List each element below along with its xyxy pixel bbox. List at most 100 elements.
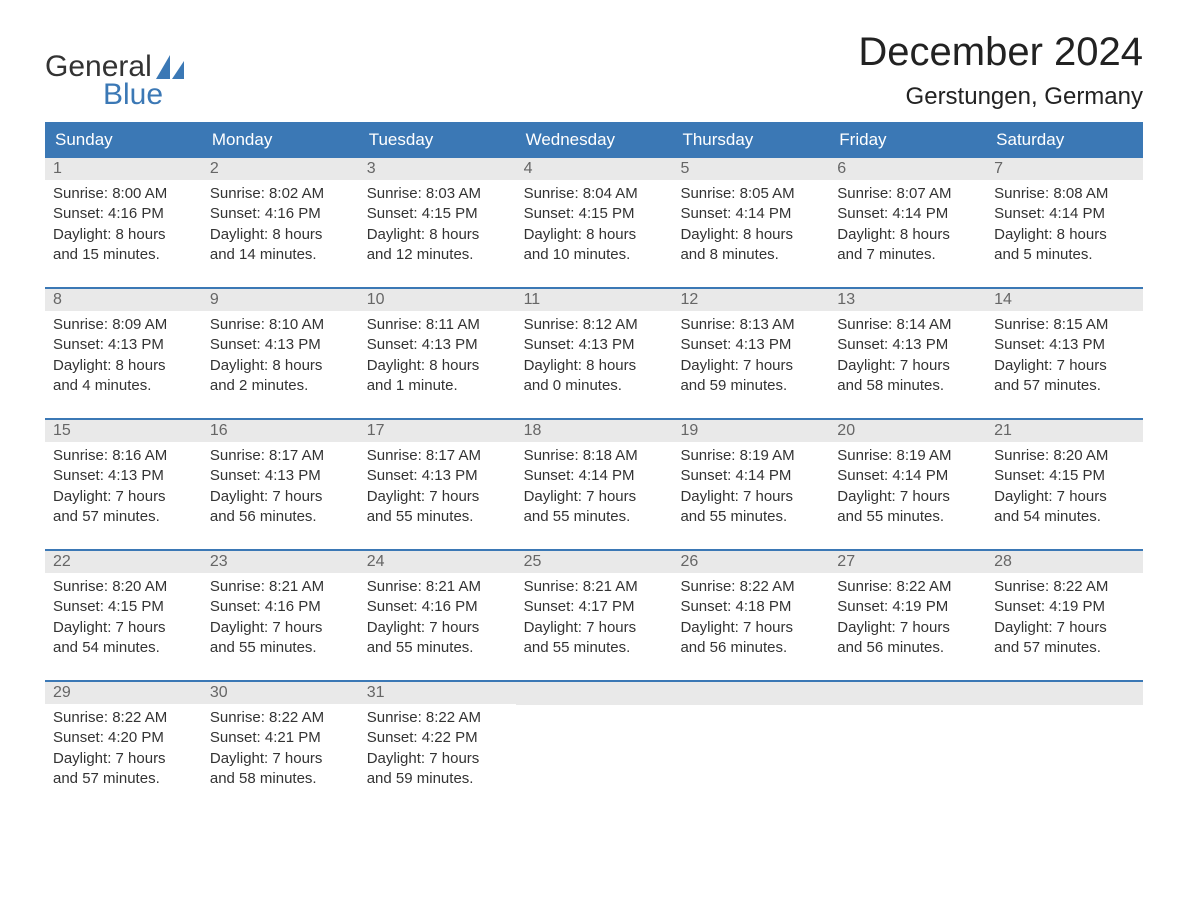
- month-title: December 2024: [858, 30, 1143, 75]
- daylight-line2: and 55 minutes.: [837, 507, 978, 527]
- day-number: 10: [359, 289, 516, 311]
- day-header-sun: Sunday: [45, 122, 202, 158]
- daylight-line2: and 5 minutes.: [994, 245, 1135, 265]
- sunset-text: Sunset: 4:17 PM: [524, 597, 665, 617]
- day-number: 16: [202, 420, 359, 442]
- sunrise-text: Sunrise: 8:10 AM: [210, 315, 351, 335]
- day-content: Sunrise: 8:02 AMSunset: 4:16 PMDaylight:…: [202, 180, 359, 273]
- sunset-text: Sunset: 4:13 PM: [680, 335, 821, 355]
- day-header-mon: Monday: [202, 122, 359, 158]
- day-number: 31: [359, 682, 516, 704]
- location-label: Gerstungen, Germany: [858, 83, 1143, 111]
- sunrise-text: Sunrise: 8:22 AM: [210, 708, 351, 728]
- day-content: Sunrise: 8:19 AMSunset: 4:14 PMDaylight:…: [829, 442, 986, 535]
- daylight-line1: Daylight: 7 hours: [210, 487, 351, 507]
- day-cell: 22Sunrise: 8:20 AMSunset: 4:15 PMDayligh…: [45, 551, 202, 666]
- daylight-line1: Daylight: 8 hours: [524, 356, 665, 376]
- sunset-text: Sunset: 4:13 PM: [837, 335, 978, 355]
- sunset-text: Sunset: 4:14 PM: [994, 204, 1135, 224]
- day-cell: 15Sunrise: 8:16 AMSunset: 4:13 PMDayligh…: [45, 420, 202, 535]
- day-header-sat: Saturday: [986, 122, 1143, 158]
- week-row: 1Sunrise: 8:00 AMSunset: 4:16 PMDaylight…: [45, 158, 1143, 273]
- daylight-line1: Daylight: 7 hours: [53, 749, 194, 769]
- sunrise-text: Sunrise: 8:08 AM: [994, 184, 1135, 204]
- day-content: Sunrise: 8:15 AMSunset: 4:13 PMDaylight:…: [986, 311, 1143, 404]
- daylight-line1: Daylight: 7 hours: [367, 749, 508, 769]
- day-header-tue: Tuesday: [359, 122, 516, 158]
- brand-logo: General Blue: [45, 50, 184, 112]
- day-number: [986, 682, 1143, 705]
- week-row: 22Sunrise: 8:20 AMSunset: 4:15 PMDayligh…: [45, 549, 1143, 666]
- daylight-line1: Daylight: 7 hours: [210, 749, 351, 769]
- daylight-line1: Daylight: 7 hours: [680, 487, 821, 507]
- sunrise-text: Sunrise: 8:04 AM: [524, 184, 665, 204]
- day-cell: 13Sunrise: 8:14 AMSunset: 4:13 PMDayligh…: [829, 289, 986, 404]
- day-number: 24: [359, 551, 516, 573]
- day-number: 17: [359, 420, 516, 442]
- day-cell: 19Sunrise: 8:19 AMSunset: 4:14 PMDayligh…: [672, 420, 829, 535]
- day-content: Sunrise: 8:18 AMSunset: 4:14 PMDaylight:…: [516, 442, 673, 535]
- daylight-line2: and 55 minutes.: [524, 638, 665, 658]
- daylight-line1: Daylight: 8 hours: [680, 225, 821, 245]
- daylight-line2: and 57 minutes.: [994, 638, 1135, 658]
- sunset-text: Sunset: 4:16 PM: [210, 204, 351, 224]
- day-number: 6: [829, 158, 986, 180]
- daylight-line1: Daylight: 7 hours: [680, 618, 821, 638]
- day-number: 29: [45, 682, 202, 704]
- daylight-line1: Daylight: 8 hours: [837, 225, 978, 245]
- daylight-line2: and 0 minutes.: [524, 376, 665, 396]
- daylight-line1: Daylight: 7 hours: [994, 356, 1135, 376]
- day-number: 8: [45, 289, 202, 311]
- day-number: 21: [986, 420, 1143, 442]
- sunset-text: Sunset: 4:13 PM: [53, 335, 194, 355]
- daylight-line2: and 58 minutes.: [837, 376, 978, 396]
- sunset-text: Sunset: 4:14 PM: [680, 466, 821, 486]
- daylight-line2: and 56 minutes.: [680, 638, 821, 658]
- daylight-line2: and 10 minutes.: [524, 245, 665, 265]
- sunrise-text: Sunrise: 8:22 AM: [367, 708, 508, 728]
- day-content: Sunrise: 8:22 AMSunset: 4:19 PMDaylight:…: [829, 573, 986, 666]
- sunrise-text: Sunrise: 8:20 AM: [994, 446, 1135, 466]
- daylight-line2: and 55 minutes.: [367, 638, 508, 658]
- day-content: Sunrise: 8:21 AMSunset: 4:17 PMDaylight:…: [516, 573, 673, 666]
- sunrise-text: Sunrise: 8:05 AM: [680, 184, 821, 204]
- day-cell: [829, 682, 986, 797]
- daylight-line1: Daylight: 8 hours: [210, 356, 351, 376]
- day-content: Sunrise: 8:16 AMSunset: 4:13 PMDaylight:…: [45, 442, 202, 535]
- sunrise-text: Sunrise: 8:19 AM: [837, 446, 978, 466]
- daylight-line1: Daylight: 7 hours: [53, 618, 194, 638]
- sunset-text: Sunset: 4:15 PM: [994, 466, 1135, 486]
- daylight-line2: and 57 minutes.: [53, 507, 194, 527]
- daylight-line2: and 2 minutes.: [210, 376, 351, 396]
- day-cell: 17Sunrise: 8:17 AMSunset: 4:13 PMDayligh…: [359, 420, 516, 535]
- day-cell: 3Sunrise: 8:03 AMSunset: 4:15 PMDaylight…: [359, 158, 516, 273]
- day-cell: 1Sunrise: 8:00 AMSunset: 4:16 PMDaylight…: [45, 158, 202, 273]
- daylight-line1: Daylight: 7 hours: [53, 487, 194, 507]
- sunrise-text: Sunrise: 8:14 AM: [837, 315, 978, 335]
- daylight-line1: Daylight: 7 hours: [524, 618, 665, 638]
- sunset-text: Sunset: 4:13 PM: [367, 466, 508, 486]
- day-number: 25: [516, 551, 673, 573]
- sunset-text: Sunset: 4:22 PM: [367, 728, 508, 748]
- daylight-line2: and 15 minutes.: [53, 245, 194, 265]
- day-content: Sunrise: 8:09 AMSunset: 4:13 PMDaylight:…: [45, 311, 202, 404]
- day-number: 26: [672, 551, 829, 573]
- day-number: 12: [672, 289, 829, 311]
- day-number: 9: [202, 289, 359, 311]
- day-content: Sunrise: 8:19 AMSunset: 4:14 PMDaylight:…: [672, 442, 829, 535]
- daylight-line2: and 8 minutes.: [680, 245, 821, 265]
- daylight-line2: and 58 minutes.: [210, 769, 351, 789]
- day-number: 7: [986, 158, 1143, 180]
- sunset-text: Sunset: 4:13 PM: [524, 335, 665, 355]
- day-number: [829, 682, 986, 705]
- sunrise-text: Sunrise: 8:17 AM: [210, 446, 351, 466]
- daylight-line2: and 14 minutes.: [210, 245, 351, 265]
- calendar-grid: Sunday Monday Tuesday Wednesday Thursday…: [45, 122, 1143, 797]
- sunrise-text: Sunrise: 8:18 AM: [524, 446, 665, 466]
- daylight-line2: and 54 minutes.: [994, 507, 1135, 527]
- daylight-line1: Daylight: 7 hours: [524, 487, 665, 507]
- sunset-text: Sunset: 4:19 PM: [837, 597, 978, 617]
- day-content: Sunrise: 8:17 AMSunset: 4:13 PMDaylight:…: [202, 442, 359, 535]
- sunrise-text: Sunrise: 8:21 AM: [524, 577, 665, 597]
- day-number: 20: [829, 420, 986, 442]
